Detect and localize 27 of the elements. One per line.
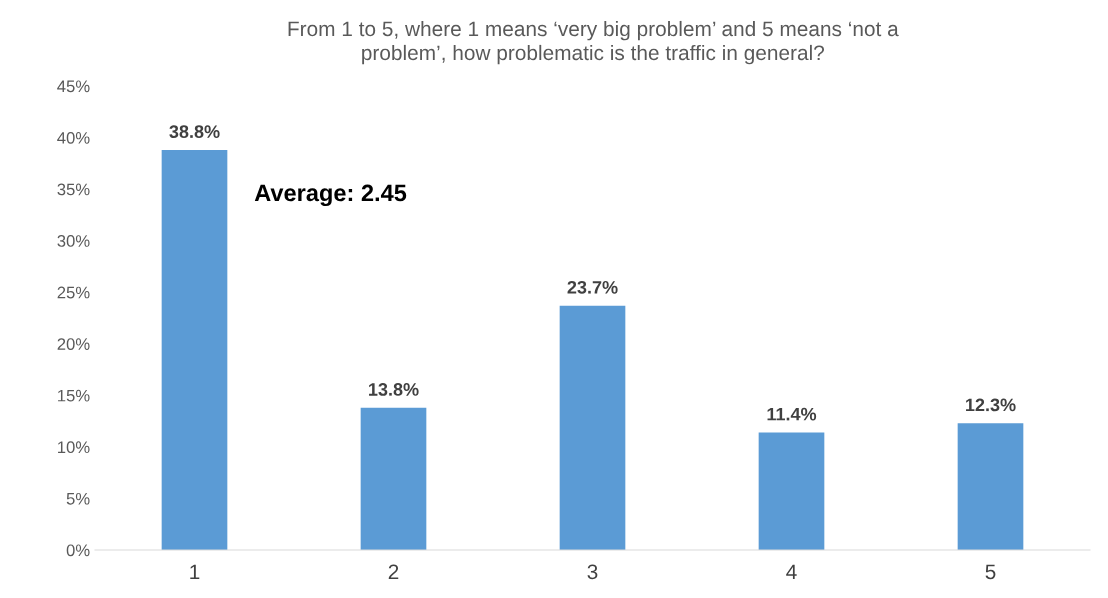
bar <box>957 423 1024 550</box>
y-tick-label: 20% <box>57 338 90 350</box>
chart-title: From 1 to 5, where 1 means ‘very big problem’ and 5 means ‘not a problem’, how problematic is the traffic in general? <box>288 20 899 65</box>
data-label: 38.8% <box>169 125 220 139</box>
data-label: 13.8% <box>369 383 419 396</box>
x-tick-label: 3 <box>587 564 598 580</box>
bar <box>758 432 825 550</box>
bar <box>161 149 228 550</box>
bar <box>360 407 427 550</box>
data-label: 23.7% <box>567 280 618 294</box>
x-tick-label: 2 <box>388 564 399 579</box>
annotation: Average: 2.45 <box>254 184 407 207</box>
y-tick-label: 15% <box>58 389 90 402</box>
y-tick-label: 5% <box>66 492 90 505</box>
bar <box>559 305 626 550</box>
y-tick-label: 40% <box>57 131 90 144</box>
y-tick-label: 25% <box>57 286 90 299</box>
y-tick-label: 35% <box>57 183 90 196</box>
x-tick-label: 5 <box>985 564 996 580</box>
data-label: 12.3% <box>966 398 1016 412</box>
y-tick-label: 0% <box>66 544 90 557</box>
x-tick-label: 4 <box>786 564 797 579</box>
data-label: 11.4% <box>767 407 817 421</box>
y-tick-label: 45% <box>57 80 90 93</box>
y-tick-label: 10% <box>58 441 90 454</box>
x-tick-label: 1 <box>190 564 200 579</box>
y-tick-label: 30% <box>57 235 90 247</box>
